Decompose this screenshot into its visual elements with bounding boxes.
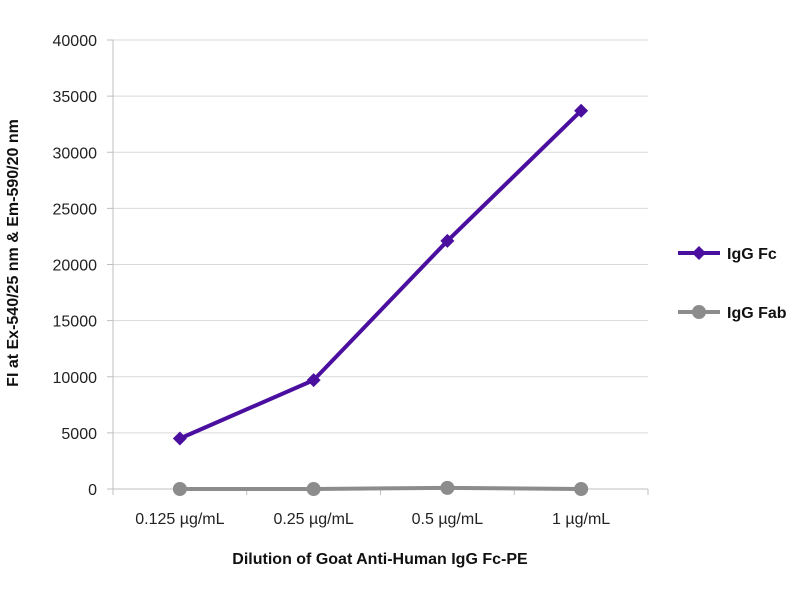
x-tick-label: 1 µg/mL: [552, 511, 610, 528]
x-tick-label: 0.5 µg/mL: [412, 511, 484, 528]
y-tick-label: 40000: [53, 33, 98, 50]
y-tick-label: 30000: [53, 145, 98, 162]
data-point-diamond: [172, 431, 187, 446]
data-point-diamond: [306, 373, 321, 388]
data-point-circle: [574, 482, 589, 496]
data-point-diamond: [574, 103, 589, 118]
series-igg-fc: [172, 103, 589, 446]
y-tick-label: 10000: [53, 370, 98, 387]
y-tick-label: 25000: [53, 201, 98, 218]
y-tick-label: 35000: [53, 89, 98, 106]
legend-item-igg-fab: IgG Fab: [678, 305, 787, 322]
x-axis: 0.125 µg/mL 0.25 µg/mL 0.5 µg/mL 1 µg/mL: [112, 40, 649, 528]
legend-label-igg-fc: IgG Fc: [727, 246, 777, 263]
series-line: [179, 485, 582, 491]
legend-circle-marker: [692, 305, 706, 319]
legend-item-igg-fc: IgG Fc: [678, 246, 777, 263]
y-axis-title: FI at Ex-540/25 nm & Em-590/20 nm: [5, 119, 22, 387]
series-layer: [172, 103, 589, 496]
data-point-circle: [306, 482, 321, 496]
data-point-diamond: [440, 233, 455, 248]
y-tick-label: 5000: [61, 426, 97, 443]
y-tick-label: 20000: [53, 258, 98, 275]
x-axis-title: Dilution of Goat Anti-Human IgG Fc-PE: [232, 551, 528, 568]
series-igg-fab: [172, 480, 589, 496]
gridlines: [113, 39, 648, 434]
y-tick-label: 15000: [53, 314, 98, 331]
series-line: [179, 109, 583, 441]
data-point-circle: [172, 482, 187, 496]
data-point-circle: [440, 480, 455, 495]
legend: IgG Fc IgG Fab: [678, 246, 787, 322]
legend-diamond-marker: [692, 246, 706, 260]
legend-label-igg-fab: IgG Fab: [727, 305, 787, 322]
y-axis-ticks: 0 5000 10000 15000 20000 25000 30000 35000 40000: [53, 33, 113, 499]
x-tick-label: 0.25 µg/mL: [273, 511, 353, 528]
y-tick-label: 0: [88, 482, 97, 499]
x-tick-label: 0.125 µg/mL: [135, 511, 224, 528]
